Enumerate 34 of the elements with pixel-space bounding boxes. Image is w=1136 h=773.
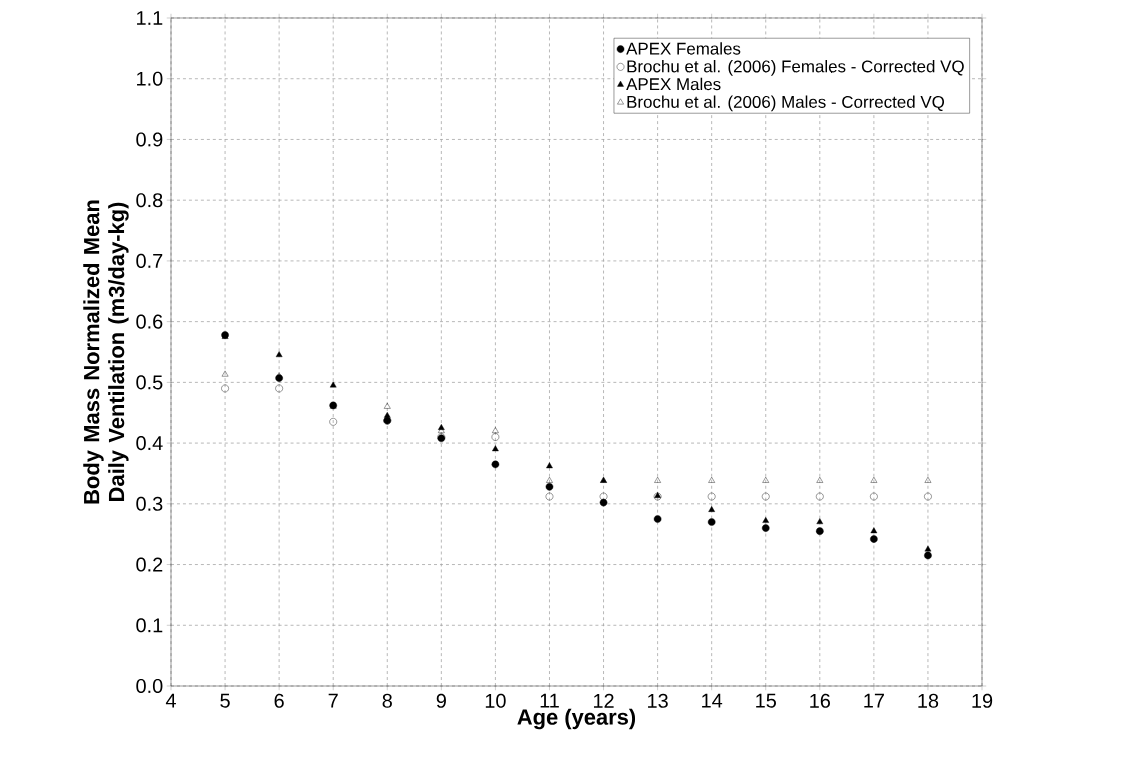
y-tick-label: 0.1: [136, 618, 163, 633]
x-tick-label: 10: [485, 693, 506, 708]
x-tick-label: 12: [593, 693, 614, 708]
y-tick-label: 1.1: [137, 11, 163, 25]
y-tick-label: 0.7: [136, 253, 163, 268]
legend-label: Brochu et al. (2006) Females - Corrected VQ: [627, 59, 964, 76]
x-tick-label: 17: [864, 693, 884, 708]
x-tick-label: 11: [540, 693, 559, 708]
x-tick-label: 5: [220, 693, 230, 708]
x-tick-label: 6: [274, 693, 284, 708]
x-tick-label: 7: [328, 693, 338, 708]
y-tick-label: 0.0: [136, 678, 163, 694]
legend-label: Brochu et al. (2006) Males - Corrected VQ: [627, 95, 945, 112]
x-tick-label: 4: [165, 693, 176, 708]
y-tick-label: 0.5: [136, 375, 163, 390]
y-tick-label: 0.2: [136, 557, 163, 572]
x-tick-label: 9: [436, 693, 446, 708]
y-axis-title: Body Mass Normalized Mean Daily Ventilation (m3/day-kg): [83, 200, 129, 504]
x-tick-label: 8: [382, 693, 392, 708]
y-tick-label: 0.8: [136, 193, 163, 208]
x-tick-label: 16: [810, 693, 831, 708]
y-tick-label: 0.3: [136, 496, 163, 511]
y-tick-label: 0.6: [136, 314, 163, 329]
y-tick-label: 0.4: [136, 436, 163, 451]
y-tick-label: 0.9: [136, 132, 163, 147]
legend-label: APEX Females: [626, 42, 741, 55]
x-tick-label: 14: [702, 693, 723, 708]
x-tick-label: 13: [648, 693, 668, 708]
y-tick-label: 1.0: [137, 71, 163, 86]
x-tick-label: 19: [972, 693, 993, 708]
legend-label: APEX Males: [626, 77, 721, 91]
x-tick-label: 18: [918, 693, 939, 708]
x-tick-label: 15: [756, 693, 776, 708]
x-axis-title: Age (years): [517, 708, 636, 730]
